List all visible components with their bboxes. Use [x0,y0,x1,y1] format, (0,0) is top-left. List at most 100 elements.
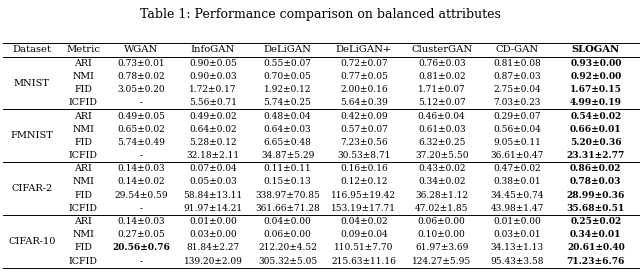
Text: 3.05±0.20: 3.05±0.20 [118,85,165,94]
Text: 0.16±0.16: 0.16±0.16 [340,164,388,173]
Text: 361.66±71.28: 361.66±71.28 [255,204,320,213]
Text: DeLiGAN: DeLiGAN [264,45,312,55]
Text: CIFAR-2: CIFAR-2 [11,184,52,193]
Text: 0.34±0.02: 0.34±0.02 [418,178,465,186]
Text: ICFID: ICFID [69,204,98,213]
Text: 0.10±0.00: 0.10±0.00 [418,230,465,239]
Text: 5.56±0.71: 5.56±0.71 [189,98,237,107]
Text: 2.75±0.04: 2.75±0.04 [493,85,541,94]
Text: 6.65±0.48: 6.65±0.48 [264,138,312,147]
Text: 124.27±5.95: 124.27±5.95 [412,257,471,266]
Text: 1.72±0.17: 1.72±0.17 [189,85,237,94]
Text: 212.20±4.52: 212.20±4.52 [258,244,317,253]
Text: 0.05±0.03: 0.05±0.03 [189,178,237,186]
Text: 30.53±8.71: 30.53±8.71 [337,151,390,160]
Text: 0.70±0.05: 0.70±0.05 [264,72,312,81]
Text: ClusterGAN: ClusterGAN [411,45,472,55]
Text: 0.34±0.01: 0.34±0.01 [570,230,621,239]
Text: 0.12±0.12: 0.12±0.12 [340,178,388,186]
Text: Table 1: Performance comparison on balanced attributes: Table 1: Performance comparison on balan… [140,8,500,21]
Text: NMI: NMI [72,230,94,239]
Text: FID: FID [74,138,92,147]
Text: 2.00±0.16: 2.00±0.16 [340,85,388,94]
Text: 0.03±0.00: 0.03±0.00 [189,230,237,239]
Text: ICFID: ICFID [69,151,98,160]
Text: 20.56±0.76: 20.56±0.76 [113,244,170,253]
Text: -: - [140,257,143,266]
Text: 139.20±2.09: 139.20±2.09 [184,257,243,266]
Text: 0.25±0.02: 0.25±0.02 [570,217,621,226]
Text: 43.98±1.47: 43.98±1.47 [490,204,544,213]
Text: 0.29±0.07: 0.29±0.07 [493,111,541,120]
Text: FMNIST: FMNIST [10,131,53,140]
Text: 36.61±0.47: 36.61±0.47 [490,151,544,160]
Text: 0.72±0.07: 0.72±0.07 [340,59,388,68]
Text: 37.20±5.50: 37.20±5.50 [415,151,468,160]
Text: 0.15±0.13: 0.15±0.13 [264,178,312,186]
Text: 116.95±19.42: 116.95±19.42 [332,191,396,200]
Text: ARI: ARI [74,164,92,173]
Text: 0.81±0.08: 0.81±0.08 [493,59,541,68]
Text: NMI: NMI [72,72,94,81]
Text: 71.23±6.76: 71.23±6.76 [566,257,625,266]
Text: 0.47±0.02: 0.47±0.02 [493,164,541,173]
Text: 0.11±0.11: 0.11±0.11 [264,164,312,173]
Text: 338.97±70.85: 338.97±70.85 [255,191,320,200]
Text: ARI: ARI [74,111,92,120]
Text: 0.43±0.02: 0.43±0.02 [418,164,465,173]
Text: 47.02±1.85: 47.02±1.85 [415,204,468,213]
Text: 0.49±0.02: 0.49±0.02 [189,111,237,120]
Text: -: - [140,151,143,160]
Text: 0.42±0.09: 0.42±0.09 [340,111,388,120]
Text: ICFID: ICFID [69,257,98,266]
Text: 0.66±0.01: 0.66±0.01 [570,125,621,134]
Text: CIFAR-10: CIFAR-10 [8,237,56,246]
Text: 0.03±0.01: 0.03±0.01 [493,230,541,239]
Text: 23.31±2.77: 23.31±2.77 [566,151,625,160]
Text: 0.06±0.00: 0.06±0.00 [418,217,465,226]
Text: 0.61±0.03: 0.61±0.03 [418,125,465,134]
Text: 34.45±0.74: 34.45±0.74 [490,191,544,200]
Text: FID: FID [74,85,92,94]
Text: CD-GAN: CD-GAN [495,45,539,55]
Text: 95.43±3.58: 95.43±3.58 [490,257,544,266]
Text: 36.28±1.12: 36.28±1.12 [415,191,468,200]
Text: 0.38±0.01: 0.38±0.01 [493,178,541,186]
Text: 7.23±0.56: 7.23±0.56 [340,138,388,147]
Text: 0.04±0.02: 0.04±0.02 [340,217,388,226]
Text: 0.09±0.04: 0.09±0.04 [340,230,388,239]
Text: 0.78±0.03: 0.78±0.03 [570,178,621,186]
Text: 9.05±0.11: 9.05±0.11 [493,138,541,147]
Text: 0.57±0.07: 0.57±0.07 [340,125,388,134]
Text: 0.76±0.03: 0.76±0.03 [418,59,465,68]
Text: Metric: Metric [67,45,100,55]
Text: SLOGAN: SLOGAN [572,45,620,55]
Text: 6.32±0.25: 6.32±0.25 [418,138,465,147]
Text: 0.81±0.02: 0.81±0.02 [418,72,465,81]
Text: 215.63±11.16: 215.63±11.16 [332,257,396,266]
Text: 29.54±0.59: 29.54±0.59 [115,191,168,200]
Text: 5.64±0.39: 5.64±0.39 [340,98,388,107]
Text: 7.03±0.23: 7.03±0.23 [493,98,541,107]
Text: MNIST: MNIST [14,78,50,88]
Text: -: - [140,98,143,107]
Text: 110.51±7.70: 110.51±7.70 [334,244,394,253]
Text: InfoGAN: InfoGAN [191,45,235,55]
Text: 305.32±5.05: 305.32±5.05 [258,257,317,266]
Text: 0.49±0.05: 0.49±0.05 [118,111,165,120]
Text: ARI: ARI [74,217,92,226]
Text: 0.78±0.02: 0.78±0.02 [118,72,165,81]
Text: 0.90±0.05: 0.90±0.05 [189,59,237,68]
Text: 0.01±0.00: 0.01±0.00 [189,217,237,226]
Text: 0.01±0.00: 0.01±0.00 [493,217,541,226]
Text: 0.55±0.07: 0.55±0.07 [264,59,312,68]
Text: 28.99±0.36: 28.99±0.36 [566,191,625,200]
Text: 1.71±0.07: 1.71±0.07 [418,85,465,94]
Text: 0.14±0.03: 0.14±0.03 [118,217,165,226]
Text: 0.54±0.02: 0.54±0.02 [570,111,621,120]
Text: 0.04±0.00: 0.04±0.00 [264,217,312,226]
Text: 0.06±0.00: 0.06±0.00 [264,230,312,239]
Text: 5.20±0.36: 5.20±0.36 [570,138,621,147]
Text: 0.86±0.02: 0.86±0.02 [570,164,621,173]
Text: 0.48±0.04: 0.48±0.04 [264,111,312,120]
